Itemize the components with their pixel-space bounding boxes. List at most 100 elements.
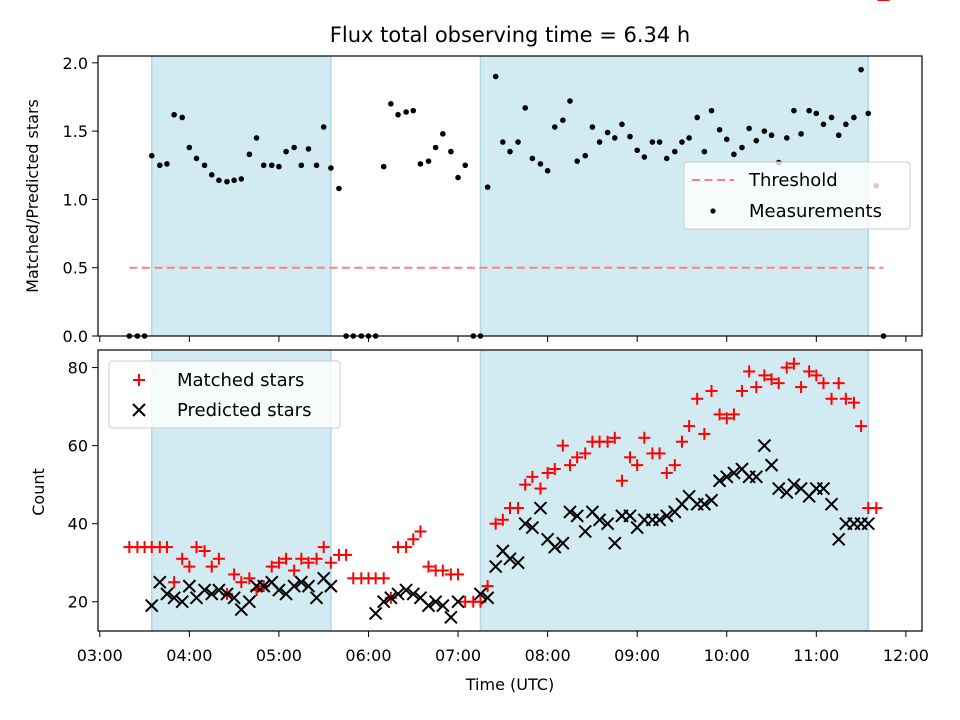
measurement-point	[515, 139, 521, 145]
matched-stars-series	[123, 0, 890, 608]
x-tick-label: 05:00	[256, 646, 302, 665]
predicted-star-point	[242, 595, 257, 609]
measurement-point	[589, 124, 596, 130]
predicted-star-point	[652, 513, 667, 527]
predicted-star-point	[272, 583, 286, 597]
matched-legend-marker	[133, 374, 145, 386]
measurement-point	[627, 133, 633, 140]
matched-star-point	[870, 502, 883, 515]
predicted-star-point	[563, 505, 577, 519]
matched-star-point	[608, 431, 621, 444]
measurement-point	[171, 111, 177, 118]
y-tick-label: 0.0	[63, 327, 88, 346]
chart-title: Flux total observing time = 6.34 h	[330, 23, 690, 47]
matched-star-point	[489, 517, 502, 530]
measurement-point	[448, 148, 454, 155]
matched-star-point	[548, 463, 561, 476]
predicted-star-point	[623, 509, 637, 523]
top-panel: 0.00.51.01.52.0 Matched/Predicted stars …	[23, 54, 923, 346]
measurement-point	[611, 135, 618, 141]
matched-star-point	[400, 541, 413, 554]
matched-star-point	[414, 525, 427, 538]
y-tick-label: 20	[68, 593, 88, 612]
x-tick-label: 06:00	[345, 646, 391, 665]
measurement-point	[260, 162, 267, 169]
predicted-star-point	[227, 591, 241, 605]
matched-star-point	[772, 377, 785, 390]
matched-star-point	[160, 541, 173, 554]
measurement-point	[410, 107, 417, 114]
measurement-point	[186, 144, 193, 151]
predicted-star-point	[287, 579, 301, 593]
measurement-point	[672, 148, 678, 155]
measurement-point	[723, 136, 730, 143]
measurement-point	[529, 155, 536, 162]
matched-star-point	[138, 541, 151, 554]
measurement-point	[731, 151, 737, 158]
predicted-star-point	[488, 559, 503, 574]
predicted-star-point	[212, 583, 226, 597]
measurement-point	[701, 148, 708, 155]
measurement-point	[201, 162, 208, 169]
predicted-star-point	[511, 555, 525, 570]
y-tick-label: 1.5	[63, 122, 88, 141]
measurement-point	[231, 177, 237, 184]
matched-star-point	[691, 392, 704, 405]
matched-star-point	[280, 552, 293, 565]
measurements-legend-label: Measurements	[749, 201, 882, 222]
predicted-legend-label: Predicted stars	[177, 400, 311, 421]
measurement-point	[574, 158, 580, 164]
matched-star-point	[795, 381, 808, 394]
predicted-star-point	[153, 575, 167, 589]
matched-star-point	[683, 420, 696, 433]
measurement-point	[835, 132, 842, 139]
matched-star-point	[265, 560, 278, 573]
predicted-star-point	[324, 579, 338, 593]
matched-star-point	[228, 568, 241, 581]
matched-star-point	[653, 447, 666, 460]
measurement-point	[582, 152, 589, 159]
predicted-star-point	[600, 516, 615, 531]
matched-star-point	[317, 541, 330, 554]
measurement-point	[238, 176, 245, 182]
measurement-point	[291, 144, 297, 151]
measurement-point	[253, 135, 260, 141]
predicted-star-point	[720, 470, 734, 484]
matched-star-point	[571, 451, 584, 464]
measurement-point	[551, 124, 558, 130]
bottom-x-axis: 03:00 04:00 05:00 06:00 07:00 08:00 09:00 10:00…	[77, 631, 929, 665]
matched-star-point	[660, 466, 673, 479]
predicted-star-point	[145, 598, 159, 613]
measurement-point	[313, 162, 320, 169]
matched-star-point	[436, 564, 449, 577]
measurement-point	[305, 146, 312, 152]
matched-star-point	[750, 381, 763, 394]
measurement-point	[507, 148, 513, 155]
matched-star-point	[817, 377, 830, 390]
matched-star-point	[452, 568, 465, 581]
predicted-star-point	[399, 583, 413, 597]
matched-star-point	[727, 408, 740, 421]
measurement-point	[320, 124, 327, 130]
y-tick-label: 2.0	[63, 54, 88, 73]
matched-star-point	[638, 431, 651, 444]
matched-star-point	[407, 533, 420, 546]
matched-star-point	[668, 459, 681, 472]
x-tick-label: 04:00	[166, 646, 212, 665]
top-y-axis: 0.0 0.5 1.0 1.5 2.0	[63, 54, 98, 346]
predicted-star-point	[406, 587, 420, 601]
x-tick-label: 11:00	[793, 646, 839, 665]
matched-star-point	[787, 357, 800, 370]
matched-star-point	[743, 365, 756, 378]
measurement-point	[283, 148, 289, 155]
predicted-star-point	[384, 591, 398, 605]
top-observing-windows	[150, 56, 870, 336]
predicted-star-point	[525, 520, 540, 535]
measurement-point	[560, 117, 566, 123]
measurement-point	[798, 131, 804, 137]
y-tick-label: 40	[68, 515, 88, 534]
measurement-point	[791, 107, 797, 114]
predicted-star-point	[518, 516, 532, 531]
